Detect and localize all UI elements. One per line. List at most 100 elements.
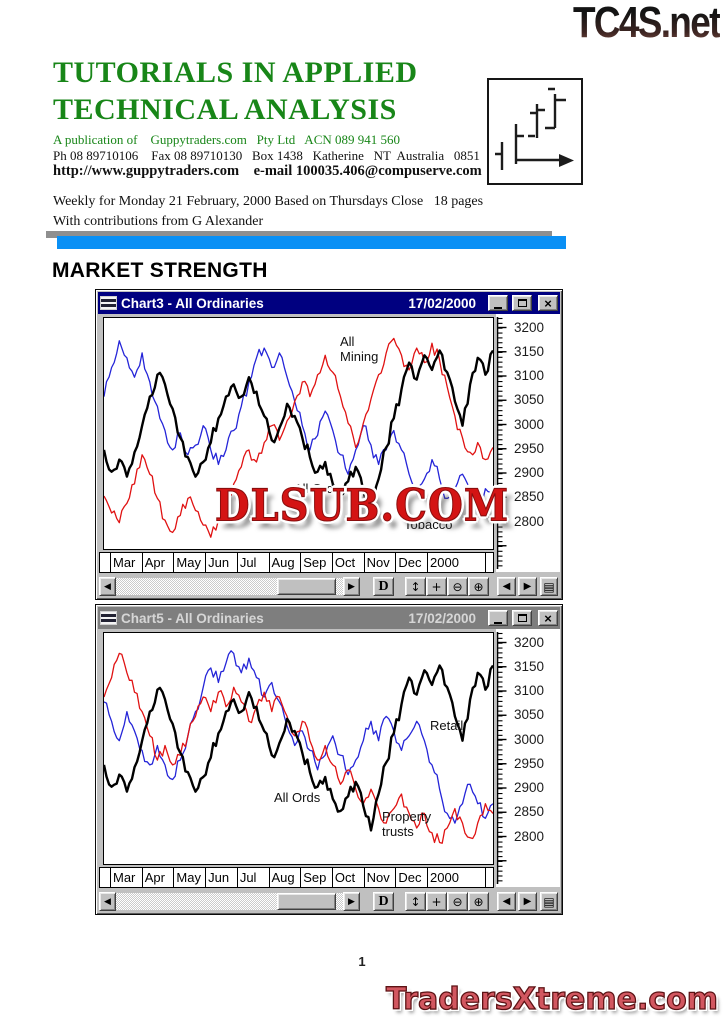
contributions-line: With contributions from G Alexander [53, 214, 264, 229]
window-titlebar[interactable]: Chart3 - All Ordinaries 17/02/2000 × [98, 292, 560, 314]
chart-plot-area[interactable]: Retail All Ords Property trusts [103, 632, 494, 865]
minimize-button[interactable] [488, 610, 508, 626]
x-axis-label: Jun [206, 553, 238, 572]
maximize-button[interactable] [512, 295, 532, 311]
contact-line: Ph 08 89710106 Fax 08 89710130 Box 1438 … [53, 148, 480, 163]
window-body: 3200 3150 3100 3050 3000 2950 2900 2850 2800 Ret… [98, 629, 560, 912]
maximize-icon [517, 299, 527, 307]
scroll-right-button[interactable]: ▶ [343, 577, 360, 596]
prev-chart-button[interactable]: ◀ [497, 577, 516, 596]
chart-window-icon [100, 296, 117, 310]
tc4s-watermark: TC4S.net [573, 0, 721, 47]
dlsub-watermark: DLSUB.COM [214, 479, 510, 532]
series-annotation: All Ords [274, 790, 321, 805]
window-layout-button[interactable]: ▤ [540, 577, 558, 596]
y-axis-label: 2850 [514, 804, 545, 820]
zoom-out-button[interactable]: ⊖ [447, 577, 468, 596]
daily-period-button[interactable]: D [373, 892, 394, 911]
title-line-2: TECHNICAL ANALYSIS [53, 93, 397, 126]
pan-button[interactable]: + [426, 577, 447, 596]
page-number: 1 [358, 954, 366, 969]
x-axis-label: Jul [238, 553, 270, 572]
window-title: Chart3 - All Ordinaries [121, 295, 264, 311]
zoom-out-button[interactable]: ⊖ [447, 892, 468, 911]
scroll-left-button[interactable]: ◀ [99, 577, 116, 596]
chart3-window: Chart3 - All Ordinaries 17/02/2000 × 320… [95, 289, 563, 600]
y-axis-label: 3100 [514, 683, 545, 698]
zoom-in-button[interactable]: ⊕ [468, 577, 489, 596]
close-button[interactable]: × [538, 610, 558, 626]
window-layout-button[interactable]: ▤ [540, 892, 558, 911]
scrollbar-track[interactable] [116, 893, 343, 910]
series-retail [104, 650, 493, 824]
y-axis-label: 3200 [514, 634, 545, 650]
x-axis-label: Dec [396, 553, 429, 572]
x-axis-months: Mar Apr May Jun Jul Aug Sep Oct Nov Dec 2000 [99, 867, 494, 888]
guppy-logo [487, 78, 583, 185]
x-axis-label: Sep [301, 553, 333, 572]
scrollbar-track[interactable] [116, 578, 343, 595]
scrollbar-thumb[interactable] [277, 578, 337, 595]
prev-chart-button[interactable]: ◀ [497, 892, 516, 911]
x-axis-spacer [100, 868, 111, 887]
x-axis-label: Nov [365, 868, 397, 887]
x-axis-label: Oct [333, 553, 365, 572]
maximize-button[interactable] [512, 610, 532, 626]
x-axis-label: Jul [238, 868, 270, 887]
y-axis-label: 3050 [514, 707, 545, 723]
x-axis-label: May [174, 868, 207, 887]
publication-line: A publication of Guppytraders.com Pty Lt… [53, 132, 401, 147]
web-email-line: http://www.guppytraders.com e-mail 10003… [53, 163, 482, 179]
x-axis-label: Apr [143, 553, 175, 572]
stair-step-chart-icon [495, 87, 574, 170]
series-all-ords [104, 664, 493, 832]
next-chart-button[interactable]: ▶ [518, 892, 537, 911]
series-annotation: Property trusts [382, 809, 432, 839]
chart-window-icon [100, 611, 117, 625]
y-axis-label: 2950 [514, 440, 545, 456]
minimize-icon [494, 621, 502, 624]
series-property-trusts [104, 652, 493, 844]
series-tobacco [104, 340, 493, 514]
zoom-in-button[interactable]: ⊕ [468, 892, 489, 911]
x-axis-spacer [486, 868, 493, 887]
chart-toolbar: ◀ ▶ D ↕ + ⊖ ⊕ ◀ ▶ ▤ [99, 576, 558, 597]
x-axis-label: Nov [365, 553, 397, 572]
section-heading: MARKET STRENGTH [52, 259, 268, 282]
scrollbar-thumb[interactable] [277, 893, 337, 910]
close-button[interactable]: × [538, 295, 558, 311]
y-axis-pane: 3200 3150 3100 3050 3000 2950 2900 2850 2800 [496, 314, 560, 572]
x-axis-label: Oct [333, 868, 365, 887]
minimize-icon [494, 306, 502, 309]
maximize-icon [517, 614, 527, 622]
minimize-button[interactable] [488, 295, 508, 311]
series-annotation: All Ords [294, 481, 341, 496]
y-axis-label: 3150 [514, 658, 545, 674]
issue-line: Weekly for Monday 21 February, 2000 Base… [53, 194, 484, 209]
x-axis-spacer [486, 553, 493, 572]
chart-toolbar: ◀ ▶ D ↕ + ⊖ ⊕ ◀ ▶ ▤ [99, 891, 558, 912]
x-axis-label: Aug [270, 868, 302, 887]
title-line-1: TUTORIALS IN APPLIED [53, 56, 418, 89]
scroll-left-button[interactable]: ◀ [99, 892, 116, 911]
daily-period-button[interactable]: D [373, 577, 394, 596]
x-axis-label: Dec [396, 868, 429, 887]
x-axis-label: 2000 [428, 553, 487, 572]
vertical-scale-button[interactable]: ↕ [405, 892, 426, 911]
x-axis-label: May [174, 553, 207, 572]
chart5-lines [104, 650, 493, 844]
y-axis-label: 2800 [514, 513, 545, 529]
divider-shadow-bar [46, 231, 552, 238]
x-axis-label: 2000 [428, 868, 487, 887]
y-axis-label: 3100 [514, 368, 545, 383]
window-body: 3200 3150 3100 3050 3000 2950 2900 2850 2800 All… [98, 314, 560, 597]
vertical-scale-button[interactable]: ↕ [405, 577, 426, 596]
x-axis-months: Mar Apr May Jun Jul Aug Sep Oct Nov Dec 2000 [99, 552, 494, 573]
chart-plot-area[interactable]: All Mining All Ords Tobacco [103, 317, 494, 550]
window-titlebar[interactable]: Chart5 - All Ordinaries 17/02/2000 × [98, 607, 560, 629]
series-annotation: All Mining [340, 334, 379, 364]
scroll-right-button[interactable]: ▶ [343, 892, 360, 911]
next-chart-button[interactable]: ▶ [518, 577, 537, 596]
pan-button[interactable]: + [426, 892, 447, 911]
